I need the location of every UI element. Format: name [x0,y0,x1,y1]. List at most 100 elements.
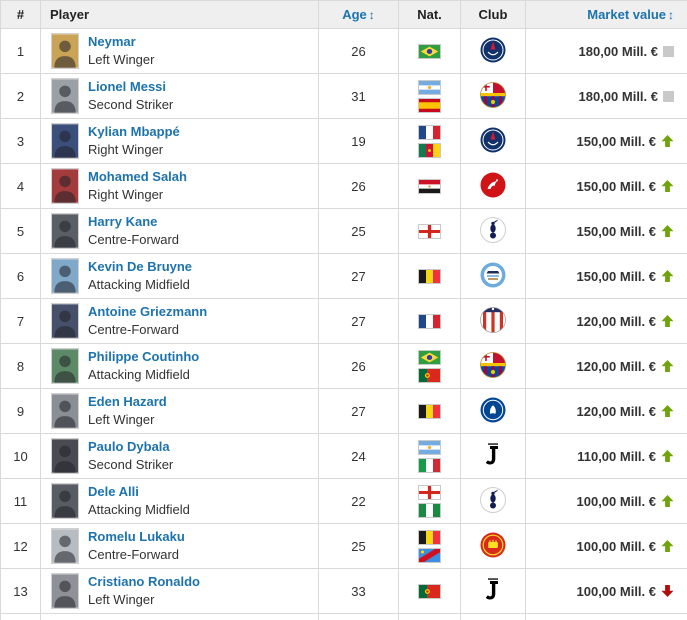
player-name-link[interactable]: Dele Alli [88,484,139,500]
trend-up-icon [661,405,674,417]
trend-up-icon [661,540,674,552]
club-badge-manchester-united[interactable] [479,531,507,559]
sort-icon: ↕ [368,8,375,22]
player-name-link[interactable]: Philippe Coutinho [88,349,200,365]
market-value: 100,00 Mill. € [576,583,657,599]
rank: 4 [16,178,25,194]
player-position: Centre-Forward [88,321,180,337]
flag-dr-congo-icon [418,547,441,563]
player-age: 27 [351,313,366,329]
club-badge-fc-barcelona[interactable] [479,81,507,109]
player-photo[interactable] [51,348,79,384]
player-name-link[interactable]: Kylian Mbappé [88,124,180,140]
player-name-link[interactable]: Eden Hazard [88,394,167,410]
player-photo[interactable] [51,123,79,159]
club-badge-paris-saint-germain[interactable] [479,36,507,64]
header-market-value-sort[interactable]: Market value ↕ [525,0,687,29]
club-badge-juventus-fc[interactable] [479,576,507,604]
player-photo[interactable] [51,258,79,294]
player-photo[interactable] [51,213,79,249]
trend-up-icon [661,450,674,462]
rank: 11 [13,493,28,509]
table-row: 7 Antoine Griezmann Centre-Forward 27 120,00… [0,298,687,344]
table-row: 10 Paulo Dybala Second Striker 24 110,00 Mil… [0,433,687,479]
player-photo[interactable] [51,528,79,564]
player-age: 19 [351,133,366,149]
club-badge-chelsea-fc[interactable] [479,396,507,424]
header-nationality: Nat. [398,0,461,29]
player-position: Right Winger [88,141,164,157]
player-photo[interactable] [51,573,79,609]
header-market-value-label: Market value [587,7,666,22]
table-row: 9 Eden Hazard Left Winger 27 120,00 Mill. € [0,388,687,434]
flag-argentina-icon [418,439,441,455]
player-photo[interactable] [51,168,79,204]
player-name-link[interactable]: Neymar [88,34,136,50]
player-name-link[interactable]: Mohamed Salah [88,169,187,185]
player-position: Attacking Midfield [88,276,190,292]
table-row: 1 Neymar Left Winger 26 180,00 Mill. € [0,28,687,74]
market-value: 110,00 Mill. € [577,448,656,464]
table-row: 2 Lionel Messi Second Striker 31 180,00 Mill… [0,73,687,119]
flag-belgium-icon [418,403,441,419]
player-photo[interactable] [51,303,79,339]
trend-down-icon [661,585,674,597]
table-row: 4 Mohamed Salah Right Winger 26 150,00 Mill.… [0,163,687,209]
player-photo[interactable] [51,483,79,519]
rank: 5 [16,223,25,239]
table-row: 3 Kylian Mbappé Right Winger 19 150,00 Mill.… [0,118,687,164]
header-age-label: Age [342,7,367,22]
club-badge-paris-saint-germain[interactable] [479,126,507,154]
player-photo[interactable] [51,393,79,429]
club-badge-tottenham-hotspur[interactable] [479,486,507,514]
table-row: 13 Cristiano Ronaldo Left Winger 33 100,00 M… [0,568,687,614]
club-badge-atl-tico-madrid[interactable] [479,306,507,334]
club-badge-juventus-fc[interactable] [479,441,507,469]
trend-unchanged-icon [663,90,674,102]
flag-france-icon [418,313,441,329]
player-photo[interactable] [51,78,79,114]
rank: 12 [13,538,28,554]
player-age: 27 [351,268,366,284]
market-value: 120,00 Mill. € [576,403,657,419]
player-photo[interactable] [51,438,79,474]
trend-up-icon [661,180,674,192]
header-age-sort[interactable]: Age ↕ [318,0,399,29]
flag-england-icon [418,223,441,239]
header-player: Player [40,0,319,29]
flag-portugal-icon [418,367,441,383]
player-name-link[interactable]: Harry Kane [88,214,158,230]
flag-portugal-icon [418,583,441,599]
table-row: 6 Kevin De Bruyne Attacking Midfield 27 150,… [0,253,687,299]
flag-nigeria-icon [418,502,441,518]
flag-egypt-icon [418,178,441,194]
player-position: Left Winger [88,411,155,427]
player-age: 27 [351,403,366,419]
player-name-link[interactable]: Antoine Griezmann [88,304,208,320]
club-badge-liverpool-fc[interactable] [479,171,507,199]
header-rank: # [0,0,41,29]
trend-up-icon [661,135,674,147]
player-photo[interactable] [51,33,79,69]
player-age: 24 [351,448,366,464]
trend-up-icon [661,270,674,282]
header-club: Club [460,0,526,29]
flag-england-icon [418,484,441,500]
player-position: Left Winger [88,51,155,67]
trend-up-icon [661,225,674,237]
club-badge-fc-barcelona[interactable] [479,351,507,379]
flag-brazil-icon [418,43,441,59]
player-name-link[interactable]: Kevin De Bruyne [88,259,193,275]
club-badge-tottenham-hotspur[interactable] [479,216,507,244]
player-name-link[interactable]: Romelu Lukaku [88,529,185,545]
table-header-row: # Player Age ↕ Nat. Club Market value ↕ [0,0,687,29]
table-row-partial [0,613,687,620]
player-name-link[interactable]: Cristiano Ronaldo [88,574,200,590]
player-name-link[interactable]: Paulo Dybala [88,439,170,455]
player-name-link[interactable]: Lionel Messi [88,79,167,95]
club-badge-manchester-city[interactable] [479,261,507,289]
market-value: 150,00 Mill. € [576,133,657,149]
flag-argentina-icon [418,79,441,95]
market-value: 100,00 Mill. € [576,538,657,554]
